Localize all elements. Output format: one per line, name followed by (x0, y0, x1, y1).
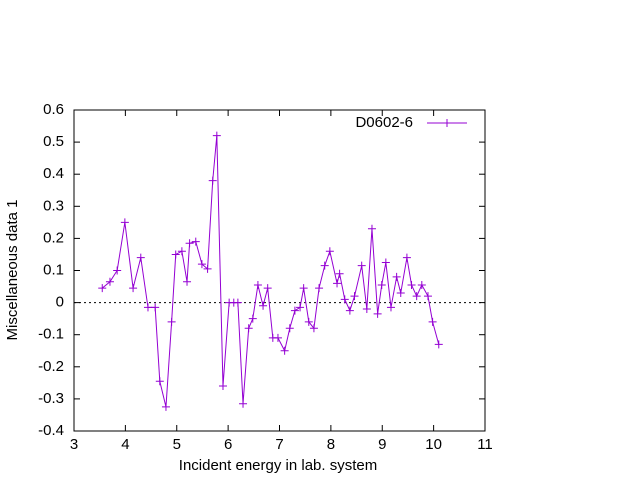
y-axis-label: Miscellaneous data 1 (4, 200, 21, 341)
data-point (402, 253, 411, 262)
x-tick-label: 8 (327, 436, 335, 453)
data-point (212, 131, 221, 140)
data-point (320, 261, 329, 270)
data-point (183, 277, 192, 286)
y-tick-label: -0.3 (38, 390, 64, 407)
x-axis-label: Incident energy in lab. system (179, 457, 377, 474)
data-point (161, 402, 170, 411)
x-tick-label: 7 (275, 436, 283, 453)
data-point (191, 237, 200, 246)
data-point (367, 224, 376, 233)
data-point (325, 247, 334, 256)
x-tick-label: 4 (121, 436, 129, 453)
data-point (290, 306, 299, 315)
data-point (203, 264, 212, 273)
data-point (239, 399, 248, 408)
data-point (396, 288, 405, 297)
data-point (340, 295, 349, 304)
data-point (253, 280, 262, 289)
data-point (177, 247, 186, 256)
data-point (248, 314, 257, 323)
legend-marker (443, 119, 451, 127)
data-point (259, 301, 268, 310)
data-point (263, 284, 272, 293)
data-point (113, 266, 122, 275)
data-point (171, 250, 180, 259)
data-point (423, 292, 432, 301)
data-point (218, 382, 227, 391)
y-tick-label: -0.2 (38, 358, 64, 375)
plot-border (73, 109, 486, 432)
data-point (280, 346, 289, 355)
data-point (345, 306, 354, 315)
data-point (335, 269, 344, 278)
y-tick-label: 0.1 (43, 261, 64, 278)
y-tick-label: 0.2 (43, 229, 64, 246)
data-point (407, 280, 416, 289)
data-point (167, 317, 176, 326)
data-point (392, 272, 401, 281)
x-tick-label: 10 (425, 436, 442, 453)
data-point (120, 218, 129, 227)
data-point (350, 292, 359, 301)
data-point (386, 303, 395, 312)
y-tick-label: 0.6 (43, 101, 64, 118)
data-point (434, 340, 443, 349)
y-tick-label: 0.5 (43, 133, 64, 150)
data-point (233, 298, 242, 307)
data-point (155, 377, 164, 386)
data-point (333, 279, 342, 288)
y-tick-label: 0.4 (43, 165, 64, 182)
x-tick-label: 6 (224, 436, 232, 453)
data-point (105, 277, 114, 286)
data-point (197, 260, 206, 269)
data-point (309, 324, 318, 333)
data-point (129, 284, 138, 293)
data-point (143, 303, 152, 312)
data-point (273, 333, 282, 342)
data-point (377, 280, 386, 289)
data-point (136, 253, 145, 262)
y-tick-label: -0.4 (38, 422, 64, 439)
data-point (208, 176, 217, 185)
data-point (412, 292, 421, 301)
data-line (101, 135, 440, 408)
x-tick-label: 9 (378, 436, 386, 453)
data-point (315, 284, 324, 293)
y-tick-label: 0 (56, 294, 64, 311)
x-tick-label: 5 (173, 436, 181, 453)
data-point (244, 324, 253, 333)
data-point (285, 324, 294, 333)
data-point (373, 309, 382, 318)
data-point (296, 303, 305, 312)
legend-label: D0602-6 (355, 114, 413, 131)
data-point (304, 317, 313, 326)
data-point (417, 280, 426, 289)
data-point (381, 258, 390, 267)
y-tick-label: -0.1 (38, 326, 64, 343)
y-tick-label: 0.3 (43, 197, 64, 214)
x-tick-label: 3 (70, 436, 78, 453)
data-point (299, 284, 308, 293)
data-point (362, 305, 371, 314)
data-point (151, 303, 160, 312)
data-point (98, 284, 107, 293)
data-point (428, 317, 437, 326)
data-point (185, 239, 194, 248)
data-point (357, 261, 366, 270)
x-tick-label: 11 (477, 436, 493, 453)
